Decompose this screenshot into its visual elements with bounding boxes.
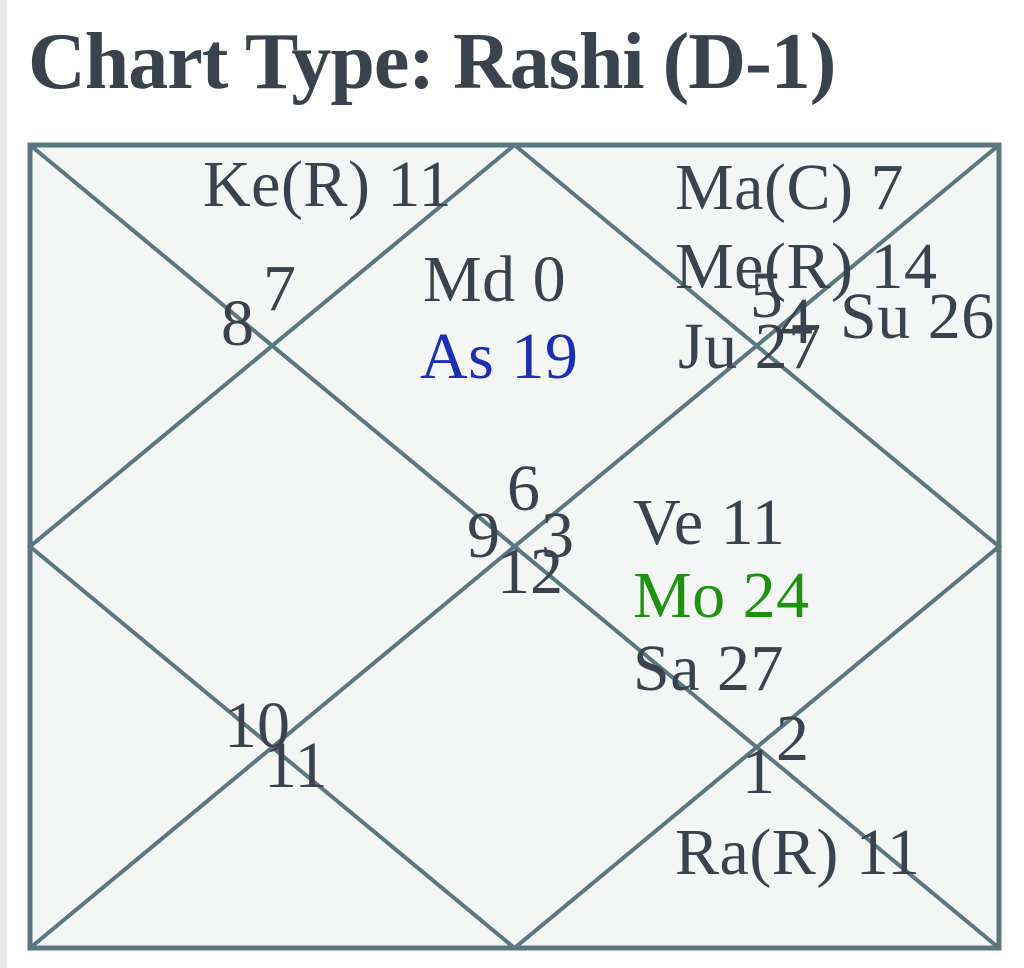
house-number-12: 12 <box>497 535 563 608</box>
chart-rhombus <box>26 142 1003 951</box>
page-edge-strip <box>0 0 7 968</box>
house-number-5: 5 <box>750 259 783 332</box>
planet-label-sun: Su 26 <box>840 280 995 353</box>
house-number-10: 10 <box>224 689 290 762</box>
chart-type-title: Chart Type: Rashi (D-1) <box>28 18 836 106</box>
house-number-1: 1 <box>742 735 775 808</box>
chart-diagonal-line-2 <box>28 143 1001 950</box>
planet-label-venus: Ve 11 <box>633 486 786 559</box>
planet-label-saturn: Sa 27 <box>633 632 784 705</box>
planet-label-moon: Mo 24 <box>633 559 810 632</box>
planet-label-maandi: Md 0 <box>423 243 567 316</box>
planet-label-rahu: Ra(R) 11 <box>675 816 921 889</box>
house-number-4: 4 <box>780 285 813 358</box>
house-number-11: 11 <box>264 729 328 802</box>
house-number-7: 7 <box>263 252 296 325</box>
house-number-8: 8 <box>221 287 254 360</box>
planet-label-mars: Ma(C) 7 <box>675 151 904 224</box>
house-number-2: 2 <box>776 702 809 775</box>
house-number-6: 6 <box>507 452 540 525</box>
ascendant-label: As 19 <box>420 320 579 393</box>
planet-label-mercury: Me(R) 14 <box>675 230 938 303</box>
house-number-3: 3 <box>541 499 574 572</box>
planet-label-jupiter: Ju 27 <box>678 310 822 383</box>
planet-label-ketu: Ke(R) 11 <box>203 148 452 221</box>
house-number-9: 9 <box>467 499 500 572</box>
